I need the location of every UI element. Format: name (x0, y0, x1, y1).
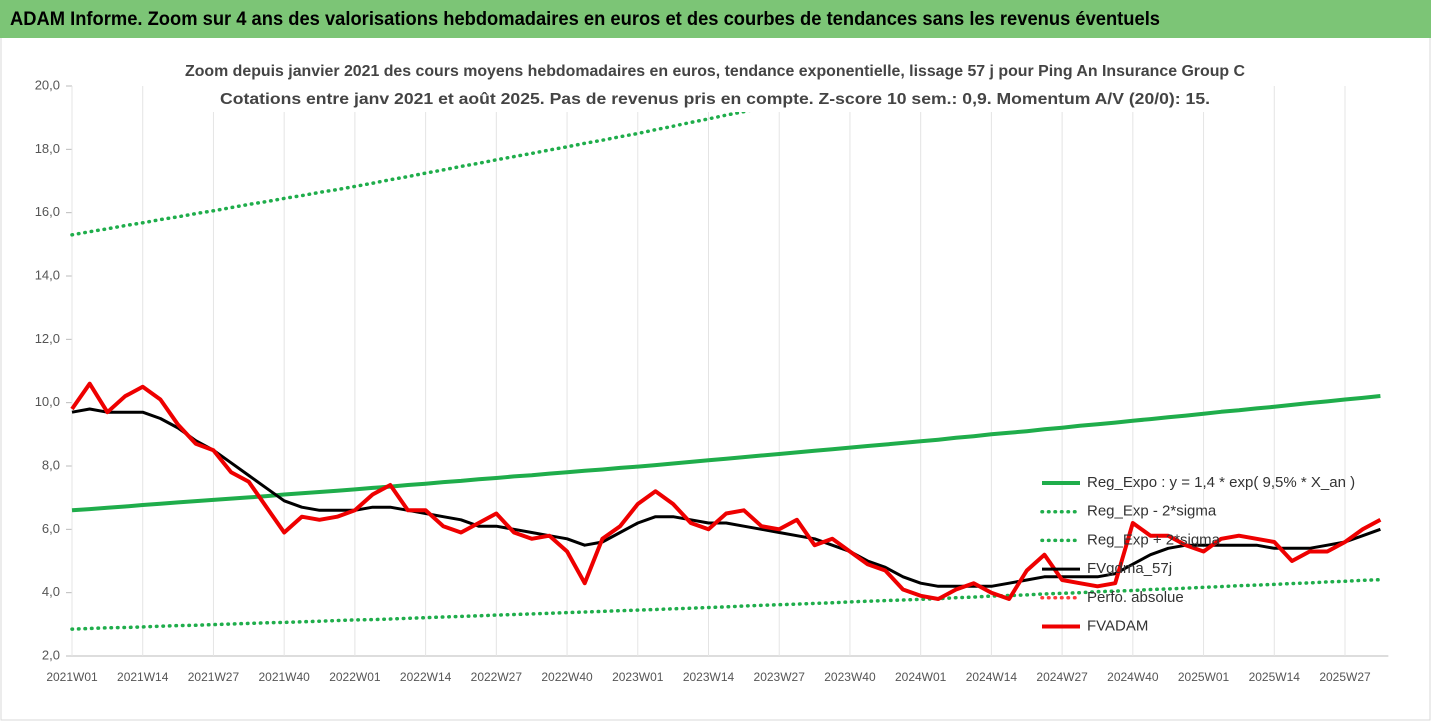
y-tick-label: 2,0 (42, 647, 60, 662)
header: ADAM Informe. Zoom sur 4 ans des valoris… (10, 9, 1160, 30)
y-tick-label: 12,0 (35, 331, 60, 346)
x-tick-label: 2024W14 (966, 670, 1018, 684)
x-tick-label: 2024W40 (1107, 670, 1159, 684)
x-tick-label: 2024W01 (895, 670, 947, 684)
x-tick-label: 2025W14 (1249, 670, 1301, 684)
y-tick-label: 16,0 (35, 204, 60, 219)
legend-label: Reg_Exp + 2*sigma (1087, 531, 1221, 548)
y-tick-label: 14,0 (35, 267, 60, 282)
chart-subtitle: Cotations entre janv 2021 et août 2025. … (220, 91, 1210, 108)
series-line (70, 381, 1382, 601)
y-tick-label: 4,0 (42, 584, 60, 599)
legend-label: Reg_Exp - 2*sigma (1087, 503, 1217, 520)
grid: 2,0 4,0 6,0 8,0 10,0 12,0 14,0 16,0 18,0 20,0 2021… (35, 77, 1389, 684)
x-tick-label: 2022W40 (541, 670, 593, 684)
y-tick-label: 6,0 (42, 521, 60, 536)
x-tick-label: 2021W01 (46, 670, 98, 684)
header-band (0, 0, 1431, 38)
x-tick-label: 2023W27 (754, 670, 806, 684)
x-tick-label: 2025W01 (1178, 670, 1230, 684)
y-tick-label: 10,0 (35, 394, 60, 409)
x-tick-label: 2021W14 (117, 670, 169, 684)
series-line (71, 407, 1381, 588)
x-tick-label: 2023W14 (683, 670, 735, 684)
legend-label: FVgdma_57j (1087, 560, 1172, 577)
y-tick-label: 18,0 (35, 141, 60, 156)
series-line (70, 86, 876, 237)
legend: Reg_Expo : y = 1,4 * exp( 9,5% * X_an ) R… (1040, 474, 1355, 634)
lines (70, 86, 1383, 631)
x-tick-label: 2021W40 (258, 670, 310, 684)
series-line (70, 577, 1383, 631)
x-tick-label: 2023W01 (612, 670, 664, 684)
x-tick-label: 2022W01 (329, 670, 381, 684)
legend-label: FVADAM (1087, 617, 1148, 634)
x-tick-label: 2022W27 (471, 670, 523, 684)
x-tick-label: 2024W27 (1036, 670, 1088, 684)
series-line (71, 394, 1381, 513)
legend-label: Perfo. absolue (1087, 589, 1184, 606)
chart-title: Zoom depuis janvier 2021 des cours moyen… (185, 63, 1245, 80)
x-tick-label: 2022W14 (400, 670, 452, 684)
x-tick-label: 2021W27 (188, 670, 240, 684)
x-tick-label: 2023W40 (824, 670, 876, 684)
legend-label: Reg_Expo : y = 1,4 * exp( 9,5% * X_an ) (1087, 474, 1355, 491)
y-tick-label: 20,0 (35, 77, 60, 92)
x-tick-label: 2025W27 (1319, 670, 1371, 684)
y-tick-label: 8,0 (42, 457, 60, 472)
title-box (180, 56, 1250, 112)
